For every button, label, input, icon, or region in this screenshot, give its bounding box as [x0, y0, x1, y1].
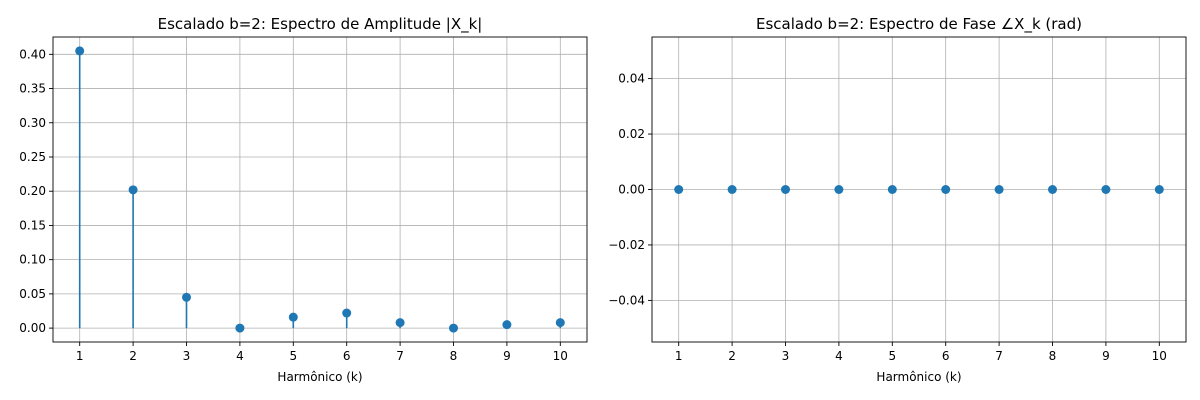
chart-title: Escalado b=2: Espectro de Amplitude |X_k…: [158, 15, 483, 34]
y-tick-label: 0.00: [19, 321, 46, 335]
x-tick-label: 7: [396, 349, 404, 363]
data-point: [342, 308, 352, 318]
x-tick-label: 7: [995, 349, 1003, 363]
chart-panel-1: Escalado b=2: Espectro de Amplitude |X_k…: [19, 15, 588, 384]
y-tick-label: 0.40: [19, 47, 46, 61]
data-point: [502, 320, 512, 330]
x-axis-label: Harmônico (k): [277, 370, 362, 384]
x-tick-label: 3: [782, 349, 790, 363]
x-tick-label: 9: [503, 349, 511, 363]
data-point: [449, 323, 458, 333]
y-tick-label: 0.15: [19, 218, 46, 232]
y-tick-label: 0.25: [19, 150, 46, 164]
x-axis-label: Harmônico (k): [876, 370, 961, 384]
data-point: [395, 318, 405, 328]
x-tick-label: 8: [1049, 349, 1057, 363]
y-tick-label: −0.04: [608, 293, 645, 307]
x-tick-label: 10: [1152, 349, 1167, 363]
y-tick-label: 0.35: [19, 82, 46, 96]
data-point: [75, 46, 85, 56]
x-tick-label: 2: [129, 349, 137, 363]
x-tick-label: 8: [450, 349, 458, 363]
axes-frame: [52, 36, 588, 343]
x-tick-label: 1: [76, 349, 84, 363]
x-tick-label: 2: [728, 349, 736, 363]
y-tick-label: 0.30: [19, 116, 46, 130]
y-tick-label: 0.20: [19, 184, 46, 198]
chart-panel-2: Escalado b=2: Espectro de Fase ∠X_k (rad…: [608, 15, 1187, 384]
x-tick-label: 1: [675, 349, 683, 363]
data-point: [1154, 185, 1164, 194]
x-tick-label: 4: [835, 349, 843, 363]
x-tick-label: 6: [343, 349, 351, 363]
data-point: [182, 292, 191, 302]
data-point: [834, 185, 844, 194]
data-point: [781, 185, 790, 194]
data-point: [555, 318, 565, 328]
data-point: [674, 185, 684, 194]
x-tick-label: 3: [183, 349, 191, 363]
data-point: [727, 185, 737, 194]
x-tick-label: 5: [289, 349, 297, 363]
data-point: [288, 312, 298, 322]
x-tick-label: 4: [236, 349, 244, 363]
data-point: [1048, 185, 1057, 194]
data-point: [887, 185, 897, 194]
y-tick-label: 0.04: [618, 72, 645, 86]
data-point: [994, 185, 1004, 194]
y-tick-label: 0.10: [19, 253, 46, 267]
y-tick-label: 0.02: [618, 127, 645, 141]
x-tick-label: 9: [1102, 349, 1110, 363]
data-point: [235, 323, 245, 333]
y-tick-label: 0.05: [19, 287, 46, 301]
data-point: [1101, 185, 1111, 194]
x-tick-label: 6: [942, 349, 950, 363]
x-tick-label: 5: [888, 349, 896, 363]
data-point: [128, 185, 138, 195]
y-tick-label: 0.00: [618, 183, 645, 197]
y-tick-label: −0.02: [608, 238, 645, 252]
data-point: [941, 185, 951, 194]
x-tick-label: 10: [553, 349, 568, 363]
chart-title: Escalado b=2: Espectro de Fase ∠X_k (rad…: [756, 15, 1082, 34]
